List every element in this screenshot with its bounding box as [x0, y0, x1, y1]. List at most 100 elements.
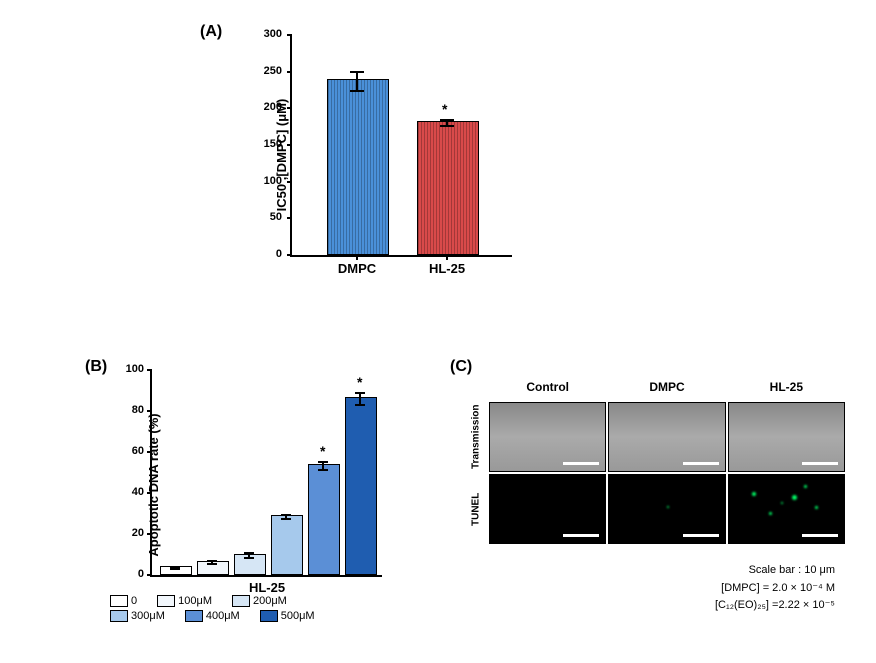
- panel-a-label: (A): [200, 23, 222, 41]
- legend-swatch: [110, 595, 128, 607]
- row-header-transmission: Transmission: [465, 402, 487, 472]
- bar-hl-25: [417, 121, 479, 255]
- y-tick-mark: [287, 107, 292, 109]
- cell-tunel-control: [489, 474, 606, 544]
- panel-c-label: (C): [450, 358, 472, 376]
- cell-transmission-control: [489, 402, 606, 472]
- fluorescent-signal: [752, 492, 756, 496]
- y-tick: 300: [264, 28, 282, 40]
- significance-star: *: [442, 101, 447, 117]
- legend-swatch: [232, 595, 250, 607]
- fluorescent-signal: [769, 512, 772, 515]
- y-tick: 200: [264, 101, 282, 113]
- scale-bar-text: Scale bar : 10 μm: [465, 562, 835, 580]
- y-tick: 40: [132, 486, 144, 498]
- cell-tunel-dmpc: [608, 474, 725, 544]
- error-bar: [446, 120, 448, 126]
- cell-transmission-dmpc: [608, 402, 725, 472]
- x-category: HL-25: [412, 261, 482, 276]
- legend-item: 0: [110, 595, 137, 607]
- legend-swatch: [110, 610, 128, 622]
- legend-swatch: [260, 610, 278, 622]
- col-header-dmpc: DMPC: [608, 380, 725, 400]
- chart-a-plot-area: 050100150200250300DMPC*HL-25: [290, 35, 512, 257]
- y-tick: 150: [264, 138, 282, 150]
- note-dmpc: [DMPC] = 2.0 × 10⁻⁴ M: [465, 580, 835, 598]
- y-tick-mark: [147, 533, 152, 535]
- fluorescent-signal: [815, 506, 818, 509]
- legend-swatch: [185, 610, 203, 622]
- y-tick-mark: [287, 71, 292, 73]
- chart-b-xlabel: HL-25: [217, 580, 317, 595]
- x-category: DMPC: [322, 261, 392, 276]
- chart-b-plot-area: HL-25 020406080100**: [150, 370, 382, 577]
- y-tick: 100: [126, 363, 144, 375]
- x-tick-mark: [356, 255, 358, 260]
- error-bar: [211, 561, 213, 564]
- chart-b-legend: 0 100μM 200μM 300μM 400μM 500μM: [110, 595, 335, 625]
- significance-star: *: [320, 443, 325, 459]
- significance-star: *: [357, 374, 362, 390]
- y-tick: 50: [270, 211, 282, 223]
- panel-c: Control DMPC HL-25 Transmission TUNEL Sc…: [465, 380, 845, 615]
- fluorescent-signal: [792, 495, 797, 500]
- panel-c-notes: Scale bar : 10 μm [DMPC] = 2.0 × 10⁻⁴ M …: [465, 562, 845, 615]
- y-tick: 60: [132, 445, 144, 457]
- x-tick-mark: [446, 255, 448, 260]
- y-tick: 100: [264, 175, 282, 187]
- cell-tunel-hl25: [728, 474, 845, 544]
- y-tick-mark: [147, 492, 152, 494]
- y-tick-mark: [287, 181, 292, 183]
- legend-item: 200μM: [232, 595, 287, 607]
- y-tick-mark: [287, 254, 292, 256]
- error-bar: [322, 462, 324, 470]
- error-bar: [248, 553, 250, 557]
- bar-dmpc: [327, 79, 389, 255]
- legend-label: 300μM: [131, 610, 165, 622]
- error-bar: [356, 72, 358, 91]
- scale-bar: [563, 534, 599, 537]
- legend-label: 0: [131, 595, 137, 607]
- y-tick-mark: [147, 369, 152, 371]
- col-header-control: Control: [489, 380, 606, 400]
- row-header-tunel: TUNEL: [465, 474, 487, 544]
- fluorescent-signal: [781, 502, 783, 504]
- legend-item: 300μM: [110, 610, 165, 622]
- scale-bar: [563, 462, 599, 465]
- legend-item: 100μM: [157, 595, 212, 607]
- scale-bar: [802, 534, 838, 537]
- y-tick-mark: [287, 144, 292, 146]
- legend-label: 500μM: [281, 610, 315, 622]
- fluorescent-signal: [667, 506, 669, 508]
- note-c12: [C₁₂(EO)₂₅] =2.22 × 10⁻⁵: [465, 597, 835, 615]
- cell-transmission-hl25: [728, 402, 845, 472]
- y-tick: 0: [138, 568, 144, 580]
- fluorescent-signal: [804, 485, 807, 488]
- error-bar: [174, 567, 176, 569]
- y-tick-mark: [147, 574, 152, 576]
- panel-c-grid: Control DMPC HL-25 Transmission TUNEL: [465, 380, 845, 544]
- legend-label: 100μM: [178, 595, 212, 607]
- col-header-hl25: HL-25: [728, 380, 845, 400]
- bar-300μM: [271, 515, 303, 575]
- bar-400μM: [308, 464, 340, 575]
- y-tick: 80: [132, 404, 144, 416]
- error-bar: [285, 515, 287, 519]
- legend-label: 400μM: [206, 610, 240, 622]
- chart-a: IC50 ,[DMPC] (μM) 050100150200250300DMPC…: [240, 25, 520, 285]
- y-tick-mark: [147, 410, 152, 412]
- chart-b: Apoptotic DNA rate (%) HL-25 02040608010…: [100, 360, 380, 620]
- legend-item: 500μM: [260, 610, 315, 622]
- legend-label: 200μM: [253, 595, 287, 607]
- y-tick: 20: [132, 527, 144, 539]
- bar-500μM: [345, 397, 377, 575]
- chart-a-ylabel: IC50 ,[DMPC] (μM): [274, 99, 289, 212]
- legend-swatch: [157, 595, 175, 607]
- scale-bar: [683, 462, 719, 465]
- y-tick: 0: [276, 248, 282, 260]
- error-bar: [359, 393, 361, 405]
- y-tick-mark: [287, 217, 292, 219]
- legend-item: 400μM: [185, 610, 240, 622]
- y-tick: 250: [264, 65, 282, 77]
- scale-bar: [802, 462, 838, 465]
